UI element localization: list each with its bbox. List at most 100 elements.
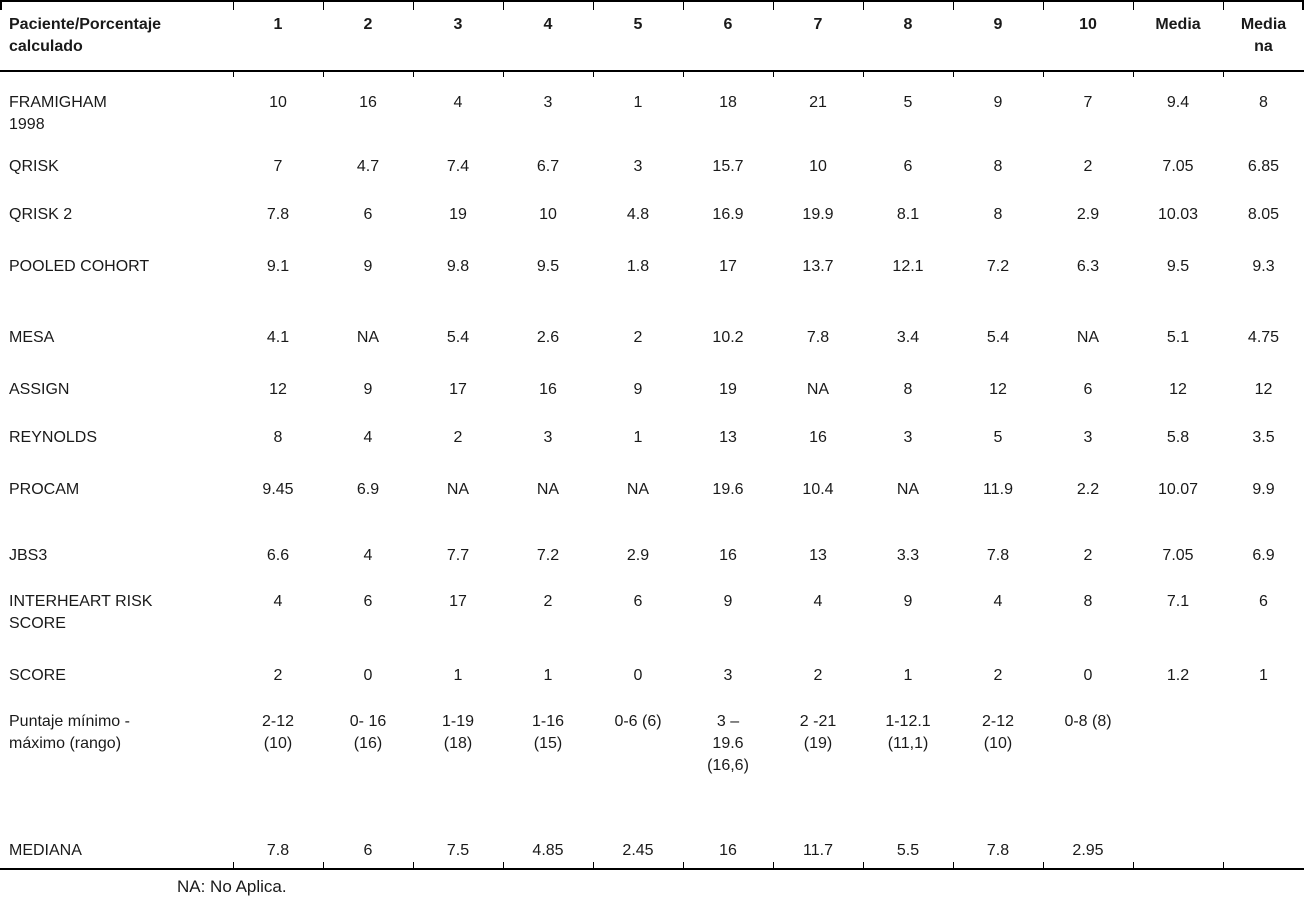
table-row: MEDIANA 7.8 6 7.5 4.85 2.45 16 11.7 5.5 7.8 2.95: [0, 828, 1304, 870]
value-cell: 4.85: [503, 828, 593, 870]
value-cell: 3.4: [896, 329, 920, 346]
value-cell: 12: [269, 381, 287, 398]
value-cell: 4.75: [1247, 329, 1280, 346]
value-cell: 2 -21 (19): [799, 713, 837, 752]
value-cell: 7: [273, 158, 283, 175]
table-body: FRAMIGHAM 1998 10 16 4 3 1 18 21 5 9 7 9.4 8 QRISK 7 4.…: [0, 71, 1304, 870]
row-label: JBS3: [9, 547, 48, 564]
value-cell: [1223, 828, 1304, 870]
value-cell: 2.6: [536, 329, 560, 346]
value-cell: 19: [719, 381, 737, 398]
table-row: POOLED COHORT 9.1 9 9.8 9.5 1.8 17 13.7 12.1 7.2 6…: [0, 244, 1304, 315]
value-cell: 9: [723, 593, 733, 610]
value-cell: 8: [993, 158, 1003, 175]
value-cell: 6: [363, 593, 373, 610]
value-cell: 7.4: [446, 158, 470, 175]
value-cell: 3: [1083, 429, 1093, 446]
header-patient-3: 3: [413, 1, 503, 72]
value-cell: 7.05: [1162, 158, 1194, 175]
value-cell: 10.03: [1157, 206, 1199, 223]
header-patient-10: 10: [1043, 1, 1133, 72]
value-cell: 7.8: [806, 329, 830, 346]
value-cell: 4.1: [266, 329, 290, 346]
value-cell: 9: [363, 258, 373, 275]
value-cell: 10: [809, 158, 827, 175]
table-row: ASSIGN 12 9 17 16 9 19 NA 8 12 6 12 12: [0, 367, 1304, 415]
value-cell: 6.85: [1247, 158, 1280, 175]
value-cell: 16: [809, 429, 827, 446]
value-cell: 7.05: [1162, 547, 1194, 564]
value-cell: 0: [363, 667, 373, 684]
value-cell: 8: [1223, 71, 1304, 144]
value-cell: 6: [1259, 593, 1268, 610]
value-cell: 2: [1083, 547, 1093, 564]
table-row: INTERHEART RISK SCORE 4 6 17 2 6 9 4 9 4 8 7.1 6: [0, 579, 1304, 653]
row-label: FRAMIGHAM 1998: [9, 94, 107, 133]
value-cell: 10: [539, 206, 557, 223]
value-cell: 0-6 (6): [614, 713, 662, 730]
value-cell: 7.8: [266, 206, 290, 223]
table-header: Paciente/Porcentaje calculado 1 2 3 4 5 …: [0, 1, 1304, 72]
value-cell: 7.8: [233, 828, 323, 870]
value-cell: 5.4: [986, 329, 1010, 346]
value-cell: 9.9: [1252, 481, 1275, 498]
value-cell: 2: [633, 329, 643, 346]
value-cell: 2.95: [1043, 828, 1133, 870]
table-row: QRISK 2 7.8 6 19 10 4.8 16.9 19.9 8.1 8 2.9 10.03 8.…: [0, 192, 1304, 244]
value-cell: 17: [719, 258, 737, 275]
value-cell: 17: [449, 381, 467, 398]
value-cell: 13: [719, 429, 737, 446]
value-cell: 1-16 (15): [531, 713, 565, 752]
row-label: MEDIANA: [0, 828, 233, 870]
value-cell: 1: [453, 667, 463, 684]
value-cell: 1.8: [626, 258, 650, 275]
value-cell: 1: [593, 71, 683, 144]
value-cell: 10.2: [712, 329, 744, 346]
value-cell: 10.07: [1157, 481, 1199, 498]
value-cell: 19.9: [802, 206, 834, 223]
value-cell: 5.8: [1166, 429, 1190, 446]
risk-scores-table: Paciente/Porcentaje calculado 1 2 3 4 5 …: [0, 0, 1304, 870]
value-cell: 8: [273, 429, 283, 446]
value-cell: 1: [1259, 667, 1268, 684]
value-cell: 6: [633, 593, 643, 610]
value-cell: 4: [993, 593, 1003, 610]
value-cell: 2.9: [626, 547, 650, 564]
value-cell: 7.8: [986, 547, 1010, 564]
value-cell: 18: [683, 71, 773, 144]
value-cell: 8.1: [896, 206, 920, 223]
value-cell: 2.2: [1076, 481, 1100, 498]
value-cell: 1-19 (18): [441, 713, 475, 752]
value-cell: 8: [993, 206, 1003, 223]
value-cell: 13.7: [802, 258, 834, 275]
row-label: PROCAM: [9, 481, 80, 498]
value-cell: 12: [989, 381, 1007, 398]
value-cell: 9.4: [1133, 71, 1223, 144]
table-row: Puntaje mínimo - máximo (rango) 2-12 (10)…: [0, 699, 1304, 828]
row-label: REYNOLDS: [9, 429, 98, 446]
value-cell: 16: [539, 381, 557, 398]
value-cell: 6: [1083, 381, 1093, 398]
value-cell: 6.3: [1076, 258, 1100, 275]
value-cell: 4.7: [356, 158, 380, 175]
value-cell: 9.5: [1166, 258, 1190, 275]
value-cell: 2: [813, 667, 823, 684]
value-cell: 11.9: [983, 481, 1013, 498]
value-cell: 9: [903, 593, 913, 610]
value-cell: 4: [363, 429, 373, 446]
value-cell: 4: [813, 593, 823, 610]
value-cell: 0- 16 (16): [349, 713, 387, 752]
value-cell: 7.2: [536, 547, 560, 564]
value-cell: 3: [903, 429, 913, 446]
value-cell: 1: [903, 667, 913, 684]
value-cell: [1133, 699, 1223, 828]
table-row: SCORE 2 0 1 1 0 3 2 1 2 0 1.2 1: [0, 653, 1304, 699]
value-cell: NA: [536, 481, 560, 498]
table-row: FRAMIGHAM 1998 10 16 4 3 1 18 21 5 9 7 9.4 8: [0, 71, 1304, 144]
value-cell: 4.8: [626, 206, 650, 223]
value-cell: NA: [446, 481, 470, 498]
value-cell: 9: [953, 71, 1043, 144]
value-cell: 0: [633, 667, 643, 684]
value-cell: 2.9: [1076, 206, 1100, 223]
